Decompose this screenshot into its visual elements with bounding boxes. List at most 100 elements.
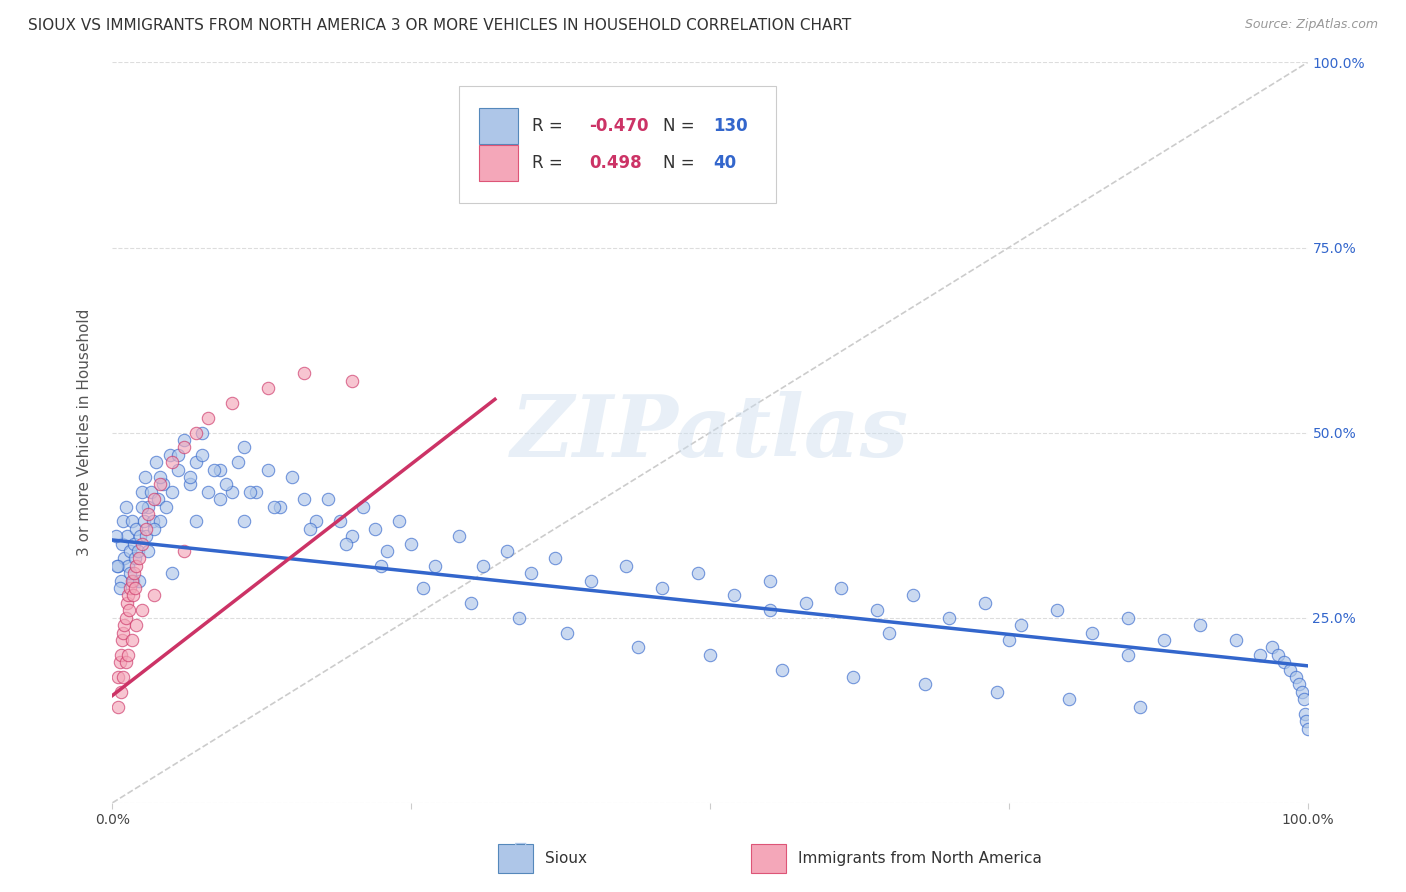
- Point: [117, 648, 139, 662]
- Point: [120, 544, 142, 558]
- Point: [460, 596, 482, 610]
- Point: [135, 529, 157, 543]
- Y-axis label: 3 or more Vehicles in Household: 3 or more Vehicles in Household: [77, 309, 91, 557]
- Point: [125, 558, 148, 573]
- Point: [145, 455, 167, 469]
- Point: [688, 566, 710, 581]
- Point: [281, 470, 304, 484]
- Point: [149, 470, 172, 484]
- Text: -0.470: -0.470: [589, 117, 648, 135]
- Point: [179, 477, 201, 491]
- Point: [233, 441, 256, 455]
- Point: [108, 581, 131, 595]
- Text: Sioux: Sioux: [546, 851, 588, 866]
- Point: [305, 515, 328, 529]
- Point: [1295, 714, 1317, 729]
- Point: [226, 455, 249, 469]
- Point: [128, 551, 150, 566]
- Point: [186, 455, 208, 469]
- Point: [425, 558, 447, 573]
- Point: [723, 589, 745, 603]
- Point: [221, 484, 243, 499]
- Text: N =: N =: [664, 154, 700, 172]
- Text: N =: N =: [664, 117, 700, 135]
- Point: [110, 648, 132, 662]
- Point: [121, 574, 143, 588]
- FancyBboxPatch shape: [479, 108, 517, 144]
- Point: [134, 470, 156, 484]
- Point: [124, 551, 146, 566]
- Point: [1081, 625, 1104, 640]
- Point: [298, 522, 321, 536]
- Point: [143, 589, 166, 603]
- Point: [155, 500, 177, 514]
- Point: [292, 367, 315, 381]
- Point: [1292, 692, 1315, 706]
- Point: [1267, 648, 1289, 662]
- FancyBboxPatch shape: [751, 844, 786, 873]
- Point: [329, 515, 352, 529]
- Point: [263, 500, 285, 514]
- Point: [1261, 640, 1284, 655]
- Point: [162, 455, 183, 469]
- Point: [146, 492, 169, 507]
- Text: ZIPatlas: ZIPatlas: [510, 391, 910, 475]
- Point: [107, 670, 129, 684]
- Point: [173, 441, 195, 455]
- Point: [269, 500, 291, 514]
- Point: [114, 500, 136, 514]
- Point: [197, 484, 219, 499]
- Text: 130: 130: [714, 117, 748, 135]
- Point: [1278, 663, 1301, 677]
- Point: [879, 625, 901, 640]
- Point: [186, 425, 208, 440]
- Point: [388, 515, 411, 529]
- Point: [520, 566, 543, 581]
- Point: [115, 596, 138, 610]
- Point: [1057, 692, 1080, 706]
- Point: [866, 603, 889, 617]
- Point: [998, 632, 1021, 647]
- Text: 40: 40: [714, 154, 737, 172]
- Point: [112, 515, 135, 529]
- Point: [412, 581, 434, 595]
- Point: [770, 663, 793, 677]
- Point: [1153, 632, 1175, 647]
- Point: [1118, 610, 1140, 624]
- Point: [132, 515, 155, 529]
- FancyBboxPatch shape: [479, 145, 517, 181]
- Point: [131, 536, 153, 550]
- Point: [135, 522, 157, 536]
- Point: [173, 544, 195, 558]
- Point: [1189, 618, 1212, 632]
- Point: [110, 574, 132, 588]
- Point: [139, 484, 162, 499]
- Point: [364, 522, 387, 536]
- FancyBboxPatch shape: [458, 87, 776, 203]
- Point: [114, 551, 135, 566]
- Point: [245, 484, 267, 499]
- Text: R =: R =: [531, 154, 574, 172]
- Point: [472, 558, 495, 573]
- Point: [159, 448, 181, 462]
- Point: [122, 566, 145, 581]
- Point: [1296, 722, 1319, 736]
- Point: [257, 462, 280, 476]
- Point: [986, 685, 1008, 699]
- Point: [149, 515, 172, 529]
- Point: [120, 581, 142, 595]
- Point: [202, 462, 225, 476]
- Point: [292, 492, 315, 507]
- Point: [316, 492, 339, 507]
- Point: [131, 500, 153, 514]
- Point: [1129, 699, 1152, 714]
- Text: ⬜: ⬜: [513, 842, 527, 862]
- Point: [651, 581, 673, 595]
- Point: [759, 574, 782, 588]
- Point: [138, 500, 160, 514]
- Point: [842, 670, 865, 684]
- Point: [1010, 618, 1032, 632]
- Point: [699, 648, 721, 662]
- Point: [1272, 655, 1295, 669]
- Point: [543, 551, 565, 566]
